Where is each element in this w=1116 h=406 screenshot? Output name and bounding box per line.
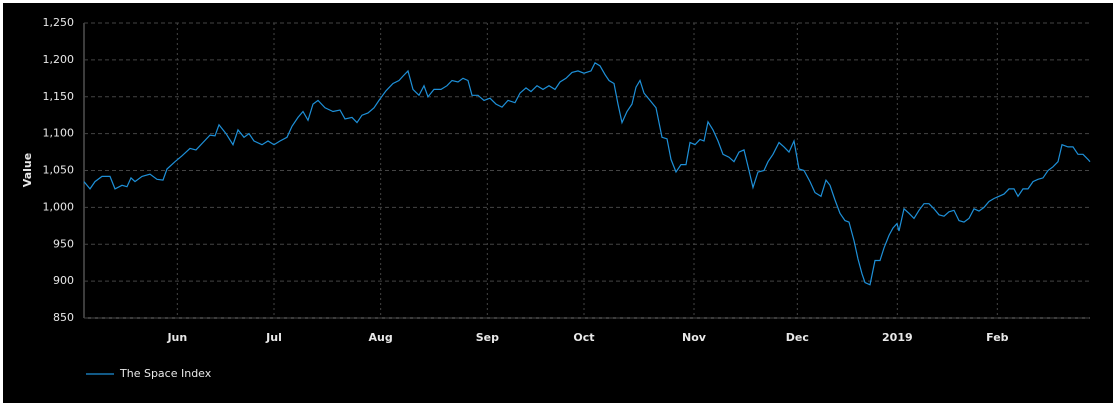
background — [3, 3, 1113, 403]
y-tick-label: 1,000 — [43, 200, 75, 213]
x-tick-label: 2019 — [882, 331, 913, 344]
x-tick-label: Jul — [265, 331, 282, 344]
x-tick-label: Dec — [786, 331, 809, 344]
y-tick-label: 900 — [53, 274, 74, 287]
y-tick-label: 1,250 — [43, 16, 75, 29]
y-tick-label: 1,050 — [43, 164, 75, 177]
y-tick-label: 850 — [53, 311, 74, 324]
x-tick-label: Sep — [476, 331, 499, 344]
y-tick-label: 1,200 — [43, 53, 75, 66]
data-line — [83, 61, 1091, 286]
x-tick-label: Feb — [986, 331, 1009, 344]
x-tick-label: Oct — [573, 331, 594, 344]
y-tick-label: 950 — [53, 237, 74, 250]
x-tick-label: Jun — [166, 331, 187, 344]
y-axis-label: Value — [21, 153, 34, 187]
legend-label: The Space Index — [119, 367, 212, 380]
x-tick-label: Nov — [682, 331, 707, 344]
x-tick-label: Aug — [369, 331, 393, 344]
y-tick-label: 1,100 — [43, 127, 75, 140]
y-tick-label: 1,150 — [43, 90, 75, 103]
